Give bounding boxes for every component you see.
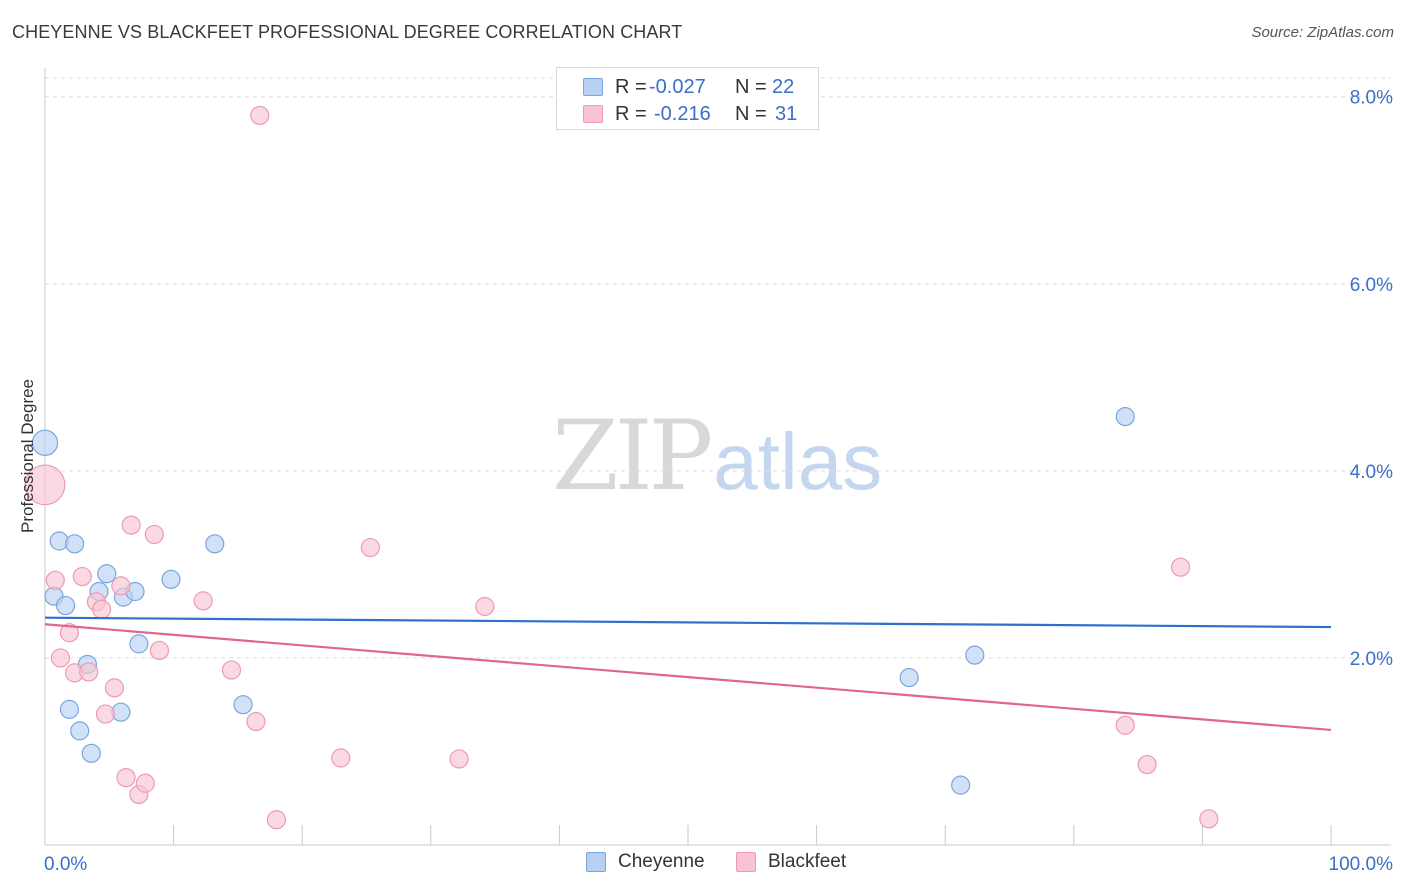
cheyenne-point [59,699,80,719]
legend-r-label: R = [615,102,647,125]
legend-r-value: -0.027 [649,75,706,98]
legend-swatch-cheyenne [586,852,606,872]
legend-n-label: N = [735,102,767,125]
cheyenne-point [64,534,85,554]
cheyenne-point [951,775,971,795]
legend-item-cheyenne: Cheyenne [586,851,705,873]
cheyenne-point [31,429,59,456]
blackfeet-point [45,570,65,590]
source-label: Source: ZipAtlas.com [1251,24,1394,41]
legend-n-label: N = [735,75,767,98]
blackfeet-point [144,524,164,545]
blackfeet-point [449,749,469,769]
blackfeet-point [121,515,141,535]
blackfeet-trend-line [44,623,1332,732]
y-tick-label: 4.0% [1350,462,1393,483]
blackfeet-point [91,599,112,619]
legend-item-blackfeet: Blackfeet [736,851,846,873]
legend-swatch-blackfeet [583,105,603,123]
cheyenne-point [1115,407,1135,427]
legend-label-blackfeet: Blackfeet [768,851,847,872]
cheyenne-point [205,534,225,554]
y-axis-label: Professional Degree [18,378,37,534]
cheyenne-point [899,667,919,688]
watermark-zip: ZIP [552,400,713,512]
blackfeet-point [104,678,125,698]
cheyenne-point [233,695,253,715]
blackfeet-point [111,576,131,596]
blackfeet-point [135,773,155,793]
cheyenne-point [161,569,181,589]
x-tick-label-min: 0.0% [44,854,87,875]
chart-title: CHEYENNE VS BLACKFEET PROFESSIONAL DEGRE… [12,22,683,42]
blackfeet-point [1137,754,1157,775]
y-tick-label: 6.0% [1350,275,1393,296]
blackfeet-point [1170,557,1191,577]
blackfeet-point [149,640,170,661]
legend-r-value: -0.216 [654,102,711,125]
cheyenne-point [55,595,76,616]
cheyenne-point [97,564,117,584]
correlation-legend: R = -0.027 N = 22 R = -0.216 N = 31 [556,67,819,130]
legend-swatch-cheyenne [583,78,603,96]
blackfeet-point [246,711,266,732]
watermark-atlas: atlas [713,417,883,506]
watermark: ZIPatlas [552,400,882,512]
blackfeet-point [360,537,380,558]
blackfeet-point [59,623,80,643]
legend-r-label: R = [615,75,647,98]
cheyenne-point [129,634,149,654]
blackfeet-point [1115,715,1135,735]
blackfeet-point [79,662,99,682]
cheyenne-trend-line [44,616,1332,629]
cheyenne-point [965,645,985,665]
blackfeet-point [50,648,71,668]
blackfeet-point [95,704,116,724]
blackfeet-point [193,591,213,611]
cheyenne-point [81,743,101,763]
legend-n-value: 31 [775,102,798,125]
blackfeet-point [221,660,242,680]
series-legend: Cheyenne Blackfeet [0,851,1406,879]
x-tick-label-max: 100.0% [1329,854,1394,875]
blackfeet-point [475,596,495,617]
blackfeet-point [72,566,92,587]
blackfeet-point [331,748,351,768]
legend-swatch-blackfeet [736,852,756,872]
y-tick-label: 8.0% [1350,88,1393,109]
blackfeet-point [24,464,66,506]
legend-n-value: 22 [772,75,795,98]
y-tick-label: 2.0% [1350,649,1393,670]
blackfeet-point [250,105,270,126]
blackfeet-point [116,768,136,788]
legend-label-cheyenne: Cheyenne [618,851,705,872]
blackfeet-point [266,810,287,830]
cheyenne-point [70,721,90,741]
blackfeet-point [1199,809,1219,829]
